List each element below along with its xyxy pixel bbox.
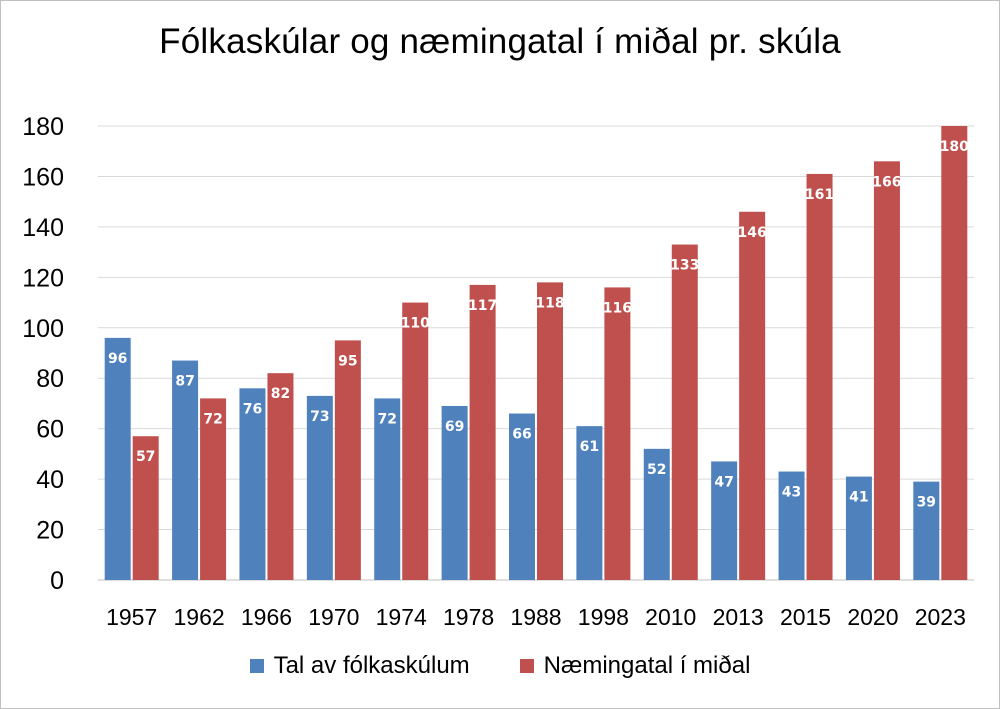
bar-series-1-1970 (306, 395, 333, 580)
data-label-series-1-2023: 39 (917, 495, 936, 511)
y-tick-label-20: 20 (36, 517, 64, 545)
data-label-series-2-2020: 166 (872, 174, 901, 190)
legend-label-series-1: Tal av fólkaskúlum (273, 652, 470, 679)
x-tick-label-2013: 2013 (713, 604, 764, 630)
bar-series-2-2020 (873, 161, 900, 581)
bar-series-1-1978 (441, 405, 468, 580)
data-label-series-2-1974: 110 (401, 316, 430, 332)
x-tick-label-1962: 1962 (173, 604, 224, 630)
data-label-series-2-1966: 82 (271, 386, 290, 402)
bar-series-2-1998 (604, 287, 631, 580)
bar-series-1-2015 (778, 471, 805, 580)
data-label-series-1-1998: 61 (580, 439, 599, 455)
x-tick-label-1974: 1974 (376, 604, 427, 630)
data-label-series-1-1957: 96 (108, 351, 127, 367)
y-tick-label-180: 180 (22, 113, 64, 141)
bar-series-2-1962 (200, 398, 227, 580)
x-tick-label-1966: 1966 (241, 604, 292, 630)
bar-series-2-2023 (941, 126, 968, 580)
y-tick-label-120: 120 (22, 264, 64, 292)
chart-title: Fólkaskúlar og næmingatal í miðal pr. sk… (159, 22, 841, 61)
data-label-series-2-2013: 146 (738, 225, 767, 241)
x-tick-label-2010: 2010 (645, 604, 696, 630)
y-tick-label-0: 0 (50, 567, 64, 595)
y-tick-label-60: 60 (36, 416, 64, 444)
bar-series-2-2015 (806, 173, 833, 580)
bar-series-1-1998 (576, 426, 603, 580)
data-label-series-2-1962: 72 (203, 411, 222, 427)
bar-series-2-1966 (267, 373, 294, 580)
y-tick-label-80: 80 (36, 365, 64, 393)
bar-series-2-1988 (537, 282, 563, 580)
data-label-series-1-1966: 76 (243, 401, 262, 417)
data-label-series-1-2013: 47 (714, 474, 733, 490)
y-tick-label-100: 100 (22, 315, 64, 343)
legend-label-series-2: Næmingatal í miðal (543, 652, 751, 679)
bar-series-1-2020 (845, 476, 872, 580)
x-tick-label-1988: 1988 (510, 604, 561, 630)
x-tick-label-1970: 1970 (308, 604, 359, 630)
bar-series-2-1974 (402, 302, 429, 580)
x-tick-label-1957: 1957 (106, 604, 157, 630)
y-tick-label-140: 140 (22, 214, 64, 242)
bar-series-1-1966 (239, 388, 266, 580)
data-label-series-1-1970: 73 (310, 409, 329, 425)
bar-series-1-2010 (643, 448, 670, 580)
data-label-series-1-2015: 43 (782, 485, 801, 501)
data-label-series-2-1970: 95 (338, 353, 357, 369)
data-label-series-2-2010: 133 (670, 258, 699, 274)
x-tick-label-2015: 2015 (780, 604, 831, 630)
bar-series-1-2023 (913, 481, 940, 580)
bar-series-1-1962 (172, 360, 199, 580)
legend-swatch-series-1 (249, 659, 264, 673)
bar-series-2-2010 (671, 244, 698, 581)
x-tick-label-2020: 2020 (847, 604, 898, 630)
bar-series-2-1957 (132, 436, 159, 580)
bar-series-1-1988 (509, 413, 535, 580)
data-label-series-1-1962: 87 (175, 374, 194, 390)
x-tick-label-1998: 1998 (578, 604, 629, 630)
bar-series-2-1978 (469, 284, 496, 580)
bar-series-1-1957 (104, 337, 131, 580)
data-label-series-1-1988: 66 (512, 427, 531, 443)
y-tick-label-40: 40 (36, 466, 64, 494)
data-label-series-1-2020: 41 (849, 490, 868, 506)
y-tick-label-160: 160 (22, 163, 64, 191)
data-label-series-1-1974: 72 (377, 411, 396, 427)
bar-series-2-2013 (739, 211, 766, 580)
legend-item-series-1: Tal av fólkaskúlum (249, 652, 470, 680)
data-label-series-2-1998: 116 (603, 300, 632, 316)
data-label-series-2-2023: 180 (940, 139, 969, 155)
data-label-series-2-1957: 57 (136, 449, 155, 465)
bar-series-1-1974 (374, 398, 401, 580)
data-label-series-2-1988: 118 (535, 295, 564, 311)
data-label-series-1-1978: 69 (445, 419, 464, 435)
x-tick-label-2023: 2023 (915, 604, 966, 630)
legend: Tal av fólkaskúlum Næmingatal í miðal (0, 651, 1000, 681)
bar-series-1-2013 (711, 461, 738, 580)
data-label-series-2-2015: 161 (805, 187, 834, 203)
legend-item-series-2: Næmingatal í miðal (519, 652, 751, 680)
bar-series-2-1970 (334, 340, 361, 580)
legend-swatch-series-2 (519, 659, 534, 673)
data-label-series-2-1978: 117 (468, 298, 497, 314)
x-tick-label-1978: 1978 (443, 604, 494, 630)
data-label-series-1-2010: 52 (647, 462, 666, 478)
